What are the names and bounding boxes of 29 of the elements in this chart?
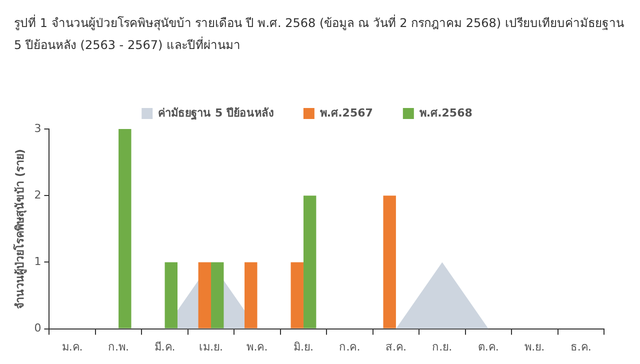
y-tick-label: 3	[34, 122, 42, 135]
x-tick-label: เม.ย.	[199, 340, 224, 354]
x-tick-label: ต.ค.	[478, 340, 499, 354]
x-tick-label: มี.ค.	[154, 340, 176, 354]
bar	[211, 262, 224, 328]
x-tick-label: ก.ย.	[432, 340, 452, 354]
bar	[303, 196, 316, 328]
y-tick-label: 0	[34, 322, 42, 335]
bar	[383, 196, 396, 328]
x-tick-label: พ.ค.	[246, 340, 268, 354]
legend-label: ค่ามัธยฐาน 5 ปีย้อนหลัง	[158, 106, 274, 120]
x-tick-label: ม.ค.	[62, 340, 83, 354]
legend-label: พ.ศ.2567	[320, 106, 373, 120]
chart-title: รูปที่ 1 จำนวนผู้ป่วยโรคพิษสุนัขบ้า รายเดือน ปี พ.ศ. 2568 (ข้อมูล ณ วันที่ 2 กรกฎาคม 2568) เปรียบเทียบค่ามัธยฐาน 5 ปีย้อนหลัง (2563 - 2567) และปีที่ผ่านมา	[14, 14, 625, 54]
y-tick-label: 1	[34, 255, 42, 268]
y-tick-label: 2	[34, 188, 42, 202]
x-tick-label: ก.พ.	[108, 340, 130, 354]
bar	[164, 262, 178, 328]
bar	[198, 262, 212, 328]
bar	[244, 262, 258, 328]
bar	[118, 129, 132, 328]
x-tick-label: ก.ค.	[339, 340, 360, 354]
x-tick-label: ส.ค.	[385, 340, 406, 354]
legend-label: พ.ศ.2568	[419, 106, 472, 120]
y-axis-title: จำนวนผู้ป่วยโรคพิษสุนัขบ้า (ราย)	[12, 148, 28, 309]
x-tick-label: มิ.ย.	[293, 340, 314, 354]
x-tick-label: ธ.ค.	[570, 340, 592, 354]
x-tick-label: พ.ย.	[524, 340, 545, 354]
bar	[290, 262, 304, 328]
